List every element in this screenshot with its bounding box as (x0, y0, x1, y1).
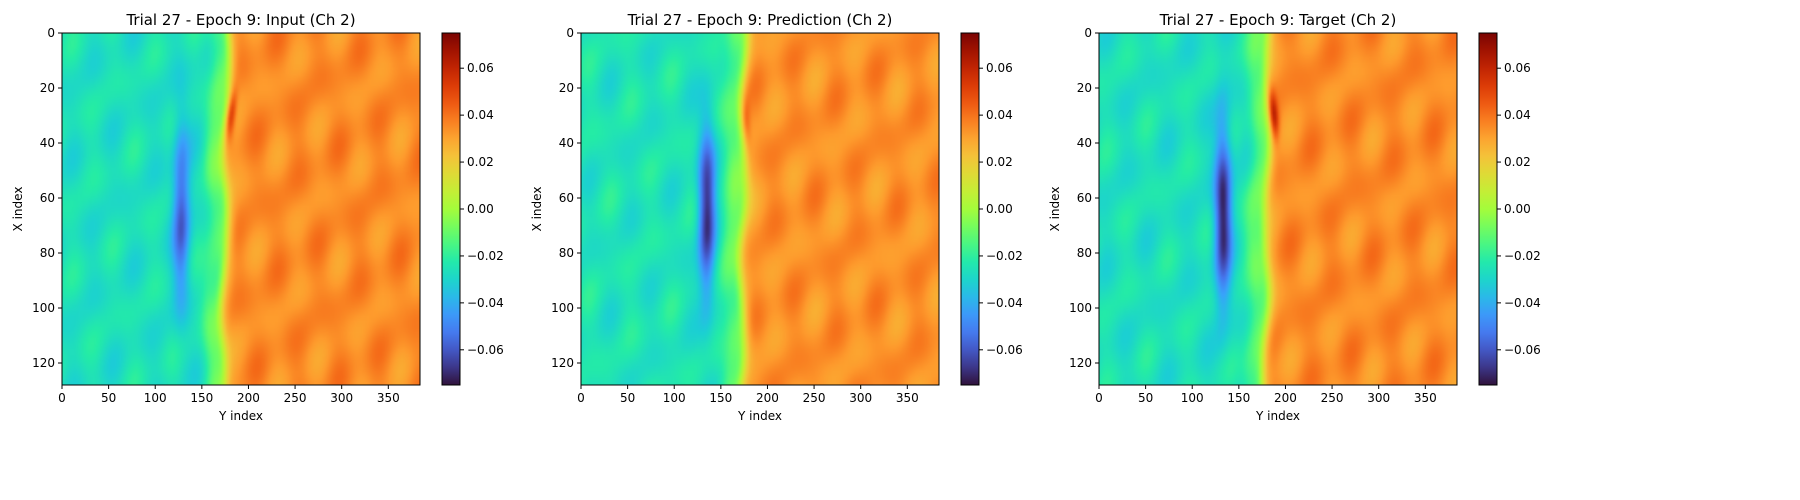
y-tick-label: 20 (1077, 81, 1092, 95)
x-tick-label: 50 (101, 391, 116, 405)
colorbar-tick-label: 0.04 (986, 108, 1013, 122)
colorbar-tick-label: 0.00 (986, 202, 1013, 216)
x-axis-label: Y index (737, 409, 782, 423)
y-axis-label: X index (1048, 187, 1062, 232)
colorbar-tick-label: −0.06 (986, 343, 1023, 357)
colorbar-tick-label: −0.02 (986, 249, 1023, 263)
x-tick-label: 350 (1414, 391, 1437, 405)
x-tick-label: 250 (803, 391, 826, 405)
y-tick-label: 120 (551, 356, 574, 370)
x-tick-label: 350 (896, 391, 919, 405)
x-tick-label: 0 (577, 391, 585, 405)
x-tick-label: 50 (1138, 391, 1153, 405)
colorbar-tick-label: 0.06 (986, 61, 1013, 75)
y-axis-label: X index (11, 187, 25, 232)
colorbar (441, 32, 461, 386)
y-tick-label: 60 (1077, 191, 1092, 205)
colorbar-tick-label: 0.00 (467, 202, 494, 216)
x-tick-label: 100 (1181, 391, 1204, 405)
colorbar-tick-label: 0.00 (1504, 202, 1531, 216)
colorbar-tick-label: 0.04 (467, 108, 494, 122)
x-tick-label: 250 (1321, 391, 1344, 405)
panel-2: Trial 27 - Epoch 9: Prediction (Ch 2) 0 50… (530, 11, 1023, 423)
y-tick-label: 80 (40, 246, 55, 260)
x-tick-label: 100 (663, 391, 686, 405)
axes-frame (580, 32, 940, 386)
y-tick-label: 0 (1084, 26, 1092, 40)
y-tick-label: 0 (47, 26, 55, 40)
colorbar-tick-label: −0.04 (1504, 296, 1541, 310)
y-axis-label: X index (530, 187, 544, 232)
heatmap-image (1099, 33, 1457, 385)
colorbar-tick-label: 0.06 (467, 61, 494, 75)
y-tick-label: 120 (32, 356, 55, 370)
x-tick-label: 50 (620, 391, 635, 405)
y-tick-label: 60 (559, 191, 574, 205)
y-tick-label: 20 (40, 81, 55, 95)
axes-frame (1098, 32, 1458, 386)
x-tick-label: 100 (144, 391, 167, 405)
x-tick-label: 150 (190, 391, 213, 405)
x-tick-label: 200 (1274, 391, 1297, 405)
y-tick-label: 40 (40, 136, 55, 150)
x-tick-label: 150 (1227, 391, 1250, 405)
axes-frame (61, 32, 421, 386)
y-tick-label: 100 (1069, 301, 1092, 315)
x-axis-label: Y index (1255, 409, 1300, 423)
y-tick-label: 40 (1077, 136, 1092, 150)
x-tick-label: 300 (1367, 391, 1390, 405)
colorbar-tick-label: −0.04 (986, 296, 1023, 310)
x-tick-label: 250 (284, 391, 307, 405)
y-tick-label: 100 (551, 301, 574, 315)
x-tick-label: 350 (377, 391, 400, 405)
colorbar (960, 32, 980, 386)
panel-3: Trial 27 - Epoch 9: Target (Ch 2) 0 50 100 1… (1048, 11, 1541, 423)
colorbar-tick-label: 0.02 (1504, 155, 1531, 169)
colorbar-tick-label: 0.02 (467, 155, 494, 169)
panel-title: Trial 27 - Epoch 9: Input (Ch 2) (125, 11, 355, 29)
y-tick-label: 60 (40, 191, 55, 205)
colorbar-tick-label: −0.06 (467, 343, 504, 357)
y-tick-label: 20 (559, 81, 574, 95)
colorbar-tick-label: 0.02 (986, 155, 1013, 169)
x-tick-label: 200 (237, 391, 260, 405)
colorbar-tick-label: 0.04 (1504, 108, 1531, 122)
x-tick-label: 0 (1095, 391, 1103, 405)
x-axis-label: Y index (218, 409, 263, 423)
y-tick-label: 0 (566, 26, 574, 40)
y-tick-label: 80 (1077, 246, 1092, 260)
panel-title: Trial 27 - Epoch 9: Prediction (Ch 2) (627, 11, 893, 29)
x-tick-label: 150 (709, 391, 732, 405)
y-tick-label: 80 (559, 246, 574, 260)
x-tick-label: 0 (58, 391, 66, 405)
colorbar (1478, 32, 1498, 386)
y-tick-label: 120 (1069, 356, 1092, 370)
heatmap-image (581, 33, 939, 385)
x-tick-label: 300 (849, 391, 872, 405)
colorbar-tick-label: −0.04 (467, 296, 504, 310)
heatmap-image (62, 33, 420, 385)
x-tick-label: 300 (330, 391, 353, 405)
panel-title: Trial 27 - Epoch 9: Target (Ch 2) (1159, 11, 1397, 29)
y-tick-label: 40 (559, 136, 574, 150)
y-tick-label: 100 (32, 301, 55, 315)
x-tick-label: 200 (756, 391, 779, 405)
colorbar-tick-label: −0.02 (467, 249, 504, 263)
panel-1: Trial 27 - Epoch 9: Input (Ch 2) 0 50 100 15… (11, 11, 504, 423)
colorbar-tick-label: 0.06 (1504, 61, 1531, 75)
colorbar-tick-label: −0.02 (1504, 249, 1541, 263)
colorbar-tick-label: −0.06 (1504, 343, 1541, 357)
